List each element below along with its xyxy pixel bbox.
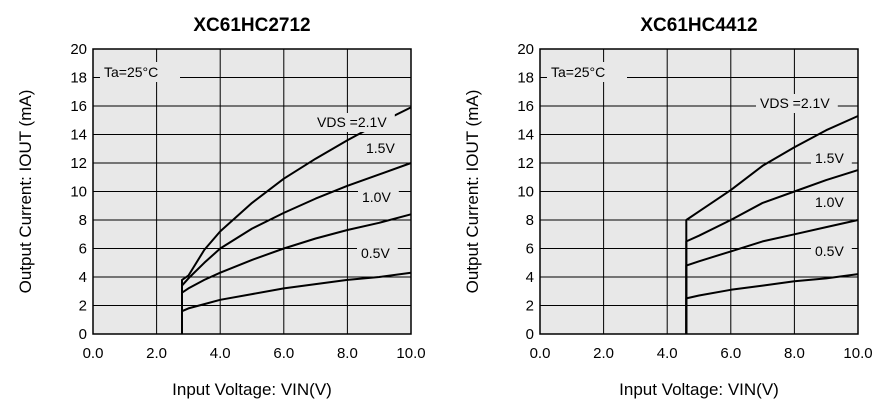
y-tick-label: 4	[79, 269, 87, 286]
y-tick-label: 6	[79, 241, 87, 258]
y-tick-label: 12	[70, 155, 87, 172]
y-tick-label: 14	[70, 127, 87, 144]
x-tick-label: 8.0	[784, 345, 805, 362]
annotation-label: Ta=25°C	[104, 64, 158, 80]
series-label-box	[313, 113, 395, 132]
series-label-box	[358, 188, 399, 207]
y-tick-label: 6	[526, 241, 534, 258]
chart-2: 0 2 4 6 8 10 12 14 16 18 20 0.0 2.0 4.0 6.0 8.0 10.0 XC61…	[463, 15, 873, 399]
series-label-2: 1.5V	[815, 150, 844, 166]
y-tick-label: 20	[70, 41, 87, 58]
series-line-2	[181, 162, 412, 334]
series-label-box	[756, 94, 838, 113]
chart-title: XC61HC4412	[640, 15, 757, 36]
x-axis-label: Input Voltage: VIN(V)	[619, 380, 779, 399]
y-tick-label: 4	[526, 269, 534, 286]
y-tick-label: 12	[517, 155, 534, 172]
series-line-4	[181, 271, 412, 334]
x-tick-label: 10.0	[396, 345, 425, 362]
y-axis-label: Output Current: IOUT (mA)	[463, 90, 482, 294]
x-tick-label: 6.0	[720, 345, 741, 362]
series-line-3	[181, 213, 412, 334]
annotation-label: Ta=25°C	[551, 64, 605, 80]
x-tick-label: 0.0	[530, 345, 551, 362]
y-tick-label: 18	[70, 70, 87, 87]
series-line-3	[685, 219, 859, 334]
series-label-box	[811, 149, 852, 168]
series-line-1	[685, 115, 859, 334]
x-tick-label: 2.0	[593, 345, 614, 362]
y-tick-label: 14	[517, 127, 534, 144]
series-label-2: 1.5V	[366, 140, 395, 156]
x-tick-label: 2.0	[146, 345, 167, 362]
y-tick-label: 0	[526, 326, 534, 343]
series-label-1: VDS =2.1V	[317, 114, 387, 130]
x-tick-label: 4.0	[210, 345, 231, 362]
series-line-2	[685, 169, 859, 334]
y-tick-label: 8	[79, 212, 87, 229]
series-label-box	[811, 193, 852, 212]
chart-title: XC61HC2712	[193, 15, 310, 36]
y-tick-label: 0	[79, 326, 87, 343]
series-label-box	[811, 242, 852, 261]
series-label-4: 0.5V	[815, 243, 844, 259]
series-label-3: 1.0V	[815, 194, 844, 210]
x-tick-label: 10.0	[843, 345, 872, 362]
x-tick-label: 8.0	[337, 345, 358, 362]
x-tick-label: 0.0	[83, 345, 104, 362]
x-axis-label: Input Voltage: VIN(V)	[172, 380, 332, 399]
series-label-3: 1.0V	[362, 189, 391, 205]
plot-frame	[92, 48, 412, 335]
plot-frame	[539, 48, 859, 335]
y-tick-label: 20	[517, 41, 534, 58]
y-tick-label: 2	[526, 298, 534, 315]
series-label-1: VDS =2.1V	[760, 95, 830, 111]
x-tick-label: 6.0	[273, 345, 294, 362]
y-tick-label: 10	[70, 184, 87, 201]
y-axis-label: Output Current: IOUT (mA)	[16, 90, 35, 294]
y-tick-label: 10	[517, 184, 534, 201]
y-tick-label: 16	[517, 98, 534, 115]
chart-1: 0 2 4 6 8 10 12 14 16 18 20 0.0 2.0 4.0 6.0 8.0 10.0 XC61…	[16, 15, 426, 399]
annotation-box	[547, 62, 627, 82]
annotation-box	[100, 62, 180, 82]
series-line-1	[181, 106, 412, 334]
y-tick-label: 18	[517, 70, 534, 87]
y-tick-label: 8	[526, 212, 534, 229]
y-tick-label: 2	[79, 298, 87, 315]
series-label-4: 0.5V	[361, 245, 390, 261]
series-line-4	[685, 273, 859, 334]
series-label-box	[357, 244, 398, 263]
y-tick-label: 16	[70, 98, 87, 115]
series-label-box	[362, 139, 403, 158]
x-tick-label: 4.0	[657, 345, 678, 362]
